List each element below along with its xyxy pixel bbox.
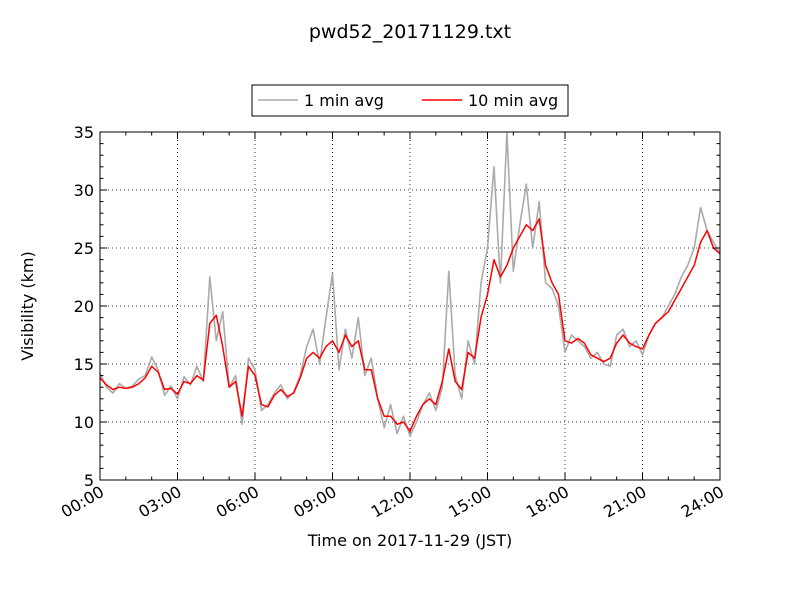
x-tick-label: 06:00	[213, 482, 262, 522]
x-tick-label: 18:00	[523, 482, 572, 522]
y-tick-label: 10	[74, 413, 94, 432]
chart-title: pwd52_20171129.txt	[309, 21, 511, 43]
series-group	[99, 131, 721, 437]
legend-label-10min: 10 min avg	[468, 91, 558, 110]
y-tick-label: 30	[74, 181, 94, 200]
y-tick-label: 35	[74, 123, 94, 142]
y-tick-label: 20	[74, 297, 94, 316]
x-tick-label: 15:00	[445, 482, 494, 522]
x-tick-label: 09:00	[290, 482, 339, 522]
series-1min-avg-line	[99, 131, 721, 437]
x-tick-label: 24:00	[678, 482, 727, 522]
x-tick-label: 12:00	[368, 482, 417, 522]
legend-box	[251, 84, 569, 117]
plot-frame	[99, 131, 721, 481]
x-axis-label: Time on 2017-11-29 (JST)	[307, 531, 512, 550]
y-tick-label: 5	[84, 471, 94, 490]
legend-label-1min: 1 min avg	[304, 91, 384, 110]
y-tick-label: 25	[74, 239, 94, 258]
ticks: 00:00 03:00 06:00 09:00 12:00 15:00 18:00 21:00…	[58, 123, 727, 522]
series-10min-avg-line	[99, 218, 721, 433]
y-tick-label: 15	[74, 355, 94, 374]
legend: 1 min avg 10 min avg	[251, 84, 569, 117]
x-tick-label: 00:00	[58, 482, 107, 522]
y-axis-label: Visibility (km)	[18, 251, 37, 360]
x-tick-label: 03:00	[135, 482, 184, 522]
x-tick-label: 21:00	[600, 482, 649, 522]
gridlines	[100, 132, 720, 480]
